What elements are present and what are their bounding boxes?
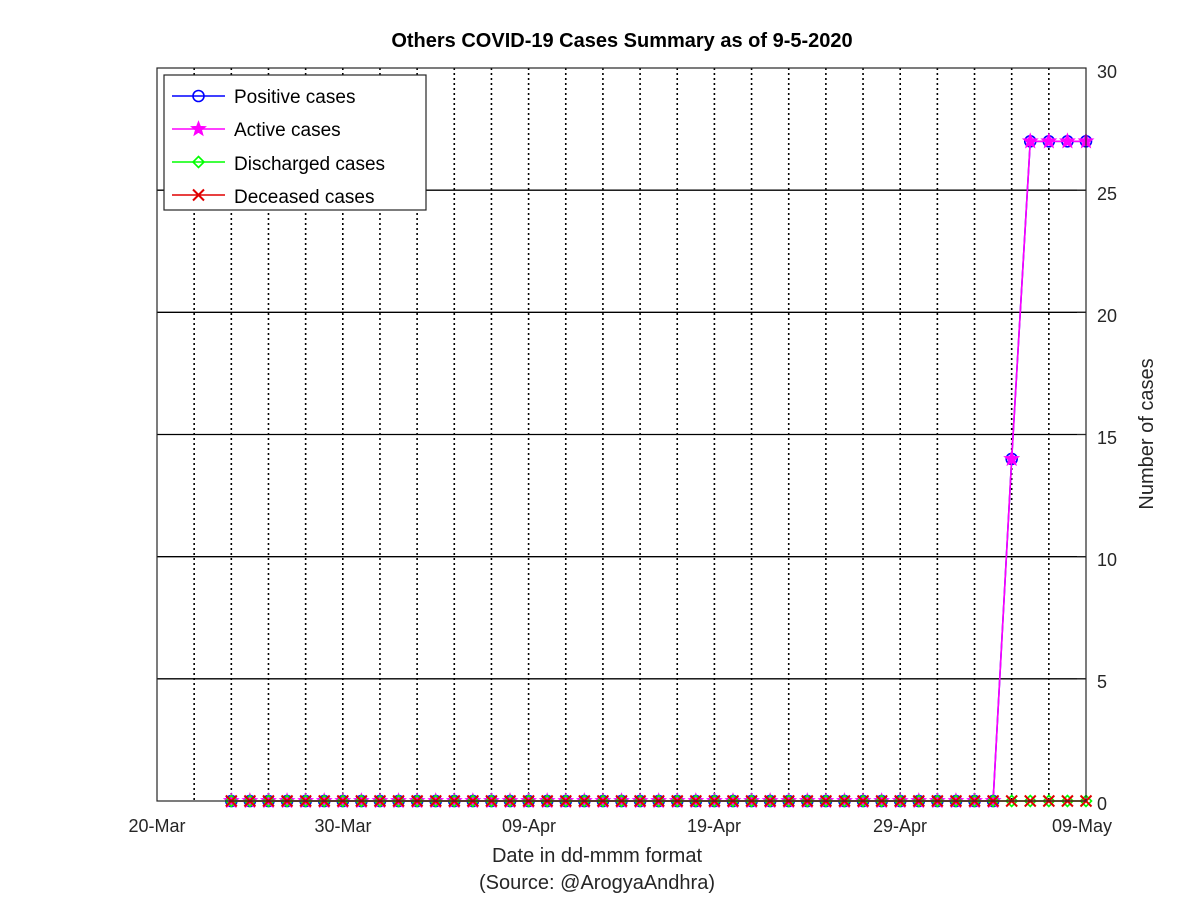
data-point bbox=[261, 794, 276, 808]
data-point bbox=[373, 794, 387, 808]
data-point bbox=[243, 794, 257, 808]
data-point bbox=[986, 794, 1000, 808]
data-point bbox=[633, 794, 647, 808]
data-point bbox=[744, 794, 759, 808]
legend-marker bbox=[191, 155, 206, 169]
legend-label-discharged: Discharged cases bbox=[234, 154, 385, 175]
data-point bbox=[726, 794, 740, 808]
data-point bbox=[893, 794, 907, 808]
data-point bbox=[763, 794, 777, 808]
x-tick-label: 20-Mar bbox=[128, 816, 185, 836]
data-point bbox=[410, 794, 424, 808]
data-point bbox=[336, 794, 350, 808]
data-point bbox=[317, 794, 331, 808]
data-point bbox=[1003, 450, 1021, 467]
legend-box bbox=[163, 74, 427, 211]
data-point bbox=[577, 794, 591, 808]
data-point bbox=[299, 794, 313, 808]
data-point bbox=[930, 794, 944, 808]
data-point bbox=[1079, 794, 1093, 808]
legend: Positive cases Active cases Discharged c… bbox=[163, 74, 427, 211]
data-point bbox=[1005, 794, 1019, 808]
data-point bbox=[503, 794, 517, 808]
data-point bbox=[559, 794, 573, 808]
x-axis-label: Date in dd-mmm format bbox=[492, 845, 702, 867]
data-point bbox=[466, 794, 480, 808]
x-axis-source-label: (Source: @ArogyaAndhra) bbox=[479, 872, 715, 894]
data-point bbox=[874, 794, 889, 808]
data-point bbox=[354, 794, 369, 808]
data-point bbox=[1060, 794, 1075, 808]
data-point bbox=[1021, 132, 1039, 149]
x-tick-label: 19-Apr bbox=[687, 816, 741, 836]
x-tick-label: 09-Apr bbox=[502, 816, 556, 836]
data-point bbox=[1040, 132, 1058, 149]
x-tick-label: 30-Mar bbox=[314, 816, 371, 836]
data-point bbox=[521, 794, 536, 808]
data-point bbox=[1058, 132, 1076, 149]
x-tick-label: 29-Apr bbox=[873, 816, 927, 836]
data-point bbox=[391, 794, 406, 808]
data-point bbox=[689, 794, 703, 808]
data-point bbox=[949, 794, 963, 808]
plot-border bbox=[156, 67, 1087, 802]
legend-swatches bbox=[172, 89, 225, 202]
data-point bbox=[707, 794, 722, 808]
data-point bbox=[967, 794, 982, 808]
legend-marker bbox=[192, 188, 205, 202]
data-point bbox=[800, 794, 814, 808]
y-axis-label: Number of cases bbox=[1136, 358, 1158, 509]
data-point bbox=[782, 794, 796, 808]
y-tick-label: 0 bbox=[1097, 794, 1107, 814]
data-point bbox=[1042, 794, 1056, 808]
data-point bbox=[447, 794, 461, 808]
data-point bbox=[1023, 794, 1037, 808]
data-point bbox=[484, 794, 499, 808]
data-point bbox=[837, 794, 852, 808]
chart-title: Others COVID-19 Cases Summary as of 9-5-… bbox=[391, 30, 852, 52]
data-point bbox=[280, 794, 294, 808]
y-tick-label: 10 bbox=[1097, 550, 1117, 570]
data-point bbox=[856, 794, 870, 808]
y-tick-label: 5 bbox=[1097, 672, 1107, 692]
legend-label-active: Active cases bbox=[234, 120, 341, 141]
data-point bbox=[652, 794, 666, 808]
data-point bbox=[670, 794, 684, 808]
y-tick-label: 15 bbox=[1097, 428, 1117, 448]
legend-marker bbox=[190, 120, 207, 137]
y-axis-ticks: 0 5 10 15 20 25 30 bbox=[1097, 62, 1117, 814]
data-point bbox=[429, 794, 443, 808]
legend-label-positive: Positive cases bbox=[234, 87, 355, 108]
y-tick-label: 20 bbox=[1097, 306, 1117, 326]
data-point bbox=[819, 794, 833, 808]
legend-marker bbox=[192, 89, 205, 103]
data-point bbox=[224, 794, 238, 808]
x-tick-label: 09-May bbox=[1052, 816, 1112, 836]
data-point bbox=[540, 794, 554, 808]
data-point bbox=[614, 794, 629, 808]
data-point bbox=[912, 794, 926, 808]
y-tick-label: 25 bbox=[1097, 184, 1117, 204]
y-tick-label: 30 bbox=[1097, 62, 1117, 82]
data-point bbox=[596, 794, 610, 808]
x-axis-ticks: 20-Mar 30-Mar 09-Apr 19-Apr 29-Apr 09-Ma… bbox=[128, 816, 1112, 836]
legend-label-deceased: Deceased cases bbox=[234, 187, 374, 208]
grid bbox=[156, 67, 1087, 802]
